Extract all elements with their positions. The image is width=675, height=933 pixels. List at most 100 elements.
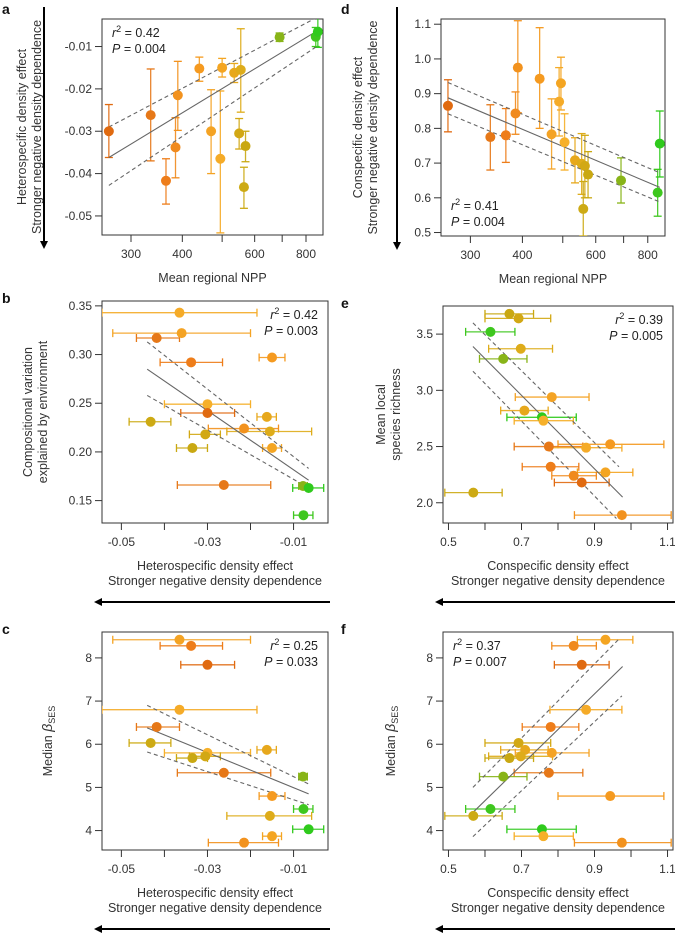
data-point bbox=[468, 810, 479, 821]
p-symbol: P bbox=[264, 655, 273, 669]
r-squared-value: = 0.39 bbox=[624, 313, 663, 327]
data-point bbox=[652, 187, 663, 198]
superscript-2: 2 bbox=[274, 306, 279, 316]
y-tick-label: 5 bbox=[85, 780, 92, 794]
y-tick-label: 0.35 bbox=[69, 299, 93, 313]
data-point bbox=[485, 326, 496, 337]
y-tick-label: 6 bbox=[426, 737, 433, 751]
p-value-label: P = 0.004 bbox=[451, 215, 505, 229]
data-point bbox=[186, 640, 197, 651]
data-point bbox=[654, 138, 665, 149]
data-point bbox=[202, 399, 213, 410]
p-value: = 0.033 bbox=[272, 655, 318, 669]
x-axis-label: Stronger negative density dependence bbox=[451, 574, 665, 588]
panel-a: a -0.01 -0.02 -0.03 -0.04 -0.05 300 400 600 800 Me… bbox=[2, 1, 324, 285]
data-point bbox=[298, 771, 309, 782]
x-tick-label: 300 bbox=[121, 247, 141, 261]
y-tick-label: 7 bbox=[85, 694, 92, 708]
data-point bbox=[568, 640, 579, 651]
x-tick-label: -0.05 bbox=[108, 535, 136, 549]
data-point bbox=[519, 405, 530, 416]
x-tick-label: 400 bbox=[172, 247, 192, 261]
x-tick-label: 600 bbox=[245, 247, 265, 261]
x-tick-label: 300 bbox=[460, 248, 480, 262]
y-tick-label: 7 bbox=[426, 694, 433, 708]
data-point bbox=[145, 416, 156, 427]
superscript-2: 2 bbox=[457, 637, 462, 647]
arrow-down-icon bbox=[40, 241, 48, 249]
x-axis-label: Conspecific density effect bbox=[487, 559, 629, 573]
arrow-left-icon bbox=[435, 925, 443, 933]
x-tick-label: 0.7 bbox=[513, 862, 530, 876]
data-point bbox=[534, 73, 545, 84]
plot-area bbox=[444, 308, 672, 521]
p-value-label: P = 0.004 bbox=[112, 42, 166, 56]
data-point bbox=[202, 659, 213, 670]
confidence-band-upper bbox=[472, 322, 620, 468]
p-symbol: P bbox=[609, 329, 618, 343]
y-tick-label: 8 bbox=[426, 651, 433, 665]
r-symbol: r bbox=[615, 313, 620, 327]
y-tick-label: 1.1 bbox=[414, 17, 431, 31]
superscript-2: 2 bbox=[619, 311, 624, 321]
r-squared-label: r2 = 0.41 bbox=[451, 197, 499, 213]
plot-frame bbox=[101, 300, 329, 524]
p-value-label: P = 0.003 bbox=[264, 324, 318, 338]
plot-area bbox=[442, 20, 665, 236]
data-point bbox=[261, 411, 272, 422]
data-point bbox=[238, 182, 249, 193]
data-point bbox=[267, 352, 278, 363]
y-tick-label: 0.25 bbox=[69, 396, 93, 410]
panel-letter: c bbox=[2, 621, 10, 637]
data-point bbox=[515, 751, 526, 762]
y-tick-label: 0.9 bbox=[414, 87, 431, 101]
y-axis-label: Stronger negative density dependence bbox=[30, 20, 44, 234]
y-tick-label: -0.03 bbox=[65, 124, 93, 138]
data-point bbox=[546, 392, 557, 403]
data-point bbox=[267, 831, 278, 842]
y-tick-label: 0.8 bbox=[414, 121, 431, 135]
r-squared-value: = 0.37 bbox=[462, 639, 501, 653]
data-point bbox=[442, 100, 453, 111]
panel-e: e 3.5 3.0 2.5 2.0 0.5 0.7 0.9 1.1 Conspecific den… bbox=[341, 295, 675, 606]
data-point bbox=[264, 810, 275, 821]
x-tick-label: -0.05 bbox=[108, 862, 136, 876]
superscript-2: 2 bbox=[455, 197, 460, 207]
panel-b: b 0.35 0.30 0.25 0.20 0.15 -0.05 -0.03 -0.01 Hete… bbox=[2, 290, 330, 606]
y-tick-label: 3.0 bbox=[416, 383, 433, 397]
data-point bbox=[194, 63, 205, 74]
x-tick-label: 0.5 bbox=[440, 862, 457, 876]
plot-area bbox=[103, 19, 323, 234]
data-point bbox=[170, 142, 181, 153]
data-point bbox=[515, 343, 526, 354]
data-point bbox=[267, 791, 278, 802]
data-point bbox=[616, 175, 627, 186]
data-point bbox=[145, 737, 156, 748]
x-axis-label: Conspecific density effect bbox=[487, 886, 629, 900]
y-tick-label: 4 bbox=[426, 824, 433, 838]
plot-frame bbox=[101, 631, 329, 851]
arrow-left-icon bbox=[94, 925, 102, 933]
data-point bbox=[545, 721, 556, 732]
data-point bbox=[187, 443, 198, 454]
data-point bbox=[176, 328, 187, 339]
data-point bbox=[145, 110, 156, 121]
panel-letter: b bbox=[2, 290, 11, 306]
confidence-band-lower bbox=[147, 751, 309, 806]
y-tick-label: 3.5 bbox=[416, 327, 433, 341]
ses-subscript: SES bbox=[47, 706, 57, 724]
x-tick-label: -0.01 bbox=[280, 535, 308, 549]
p-value-label: P = 0.007 bbox=[453, 655, 507, 669]
r-symbol: r bbox=[270, 639, 275, 653]
p-value: = 0.003 bbox=[272, 324, 318, 338]
x-axis-label: Mean regional NPP bbox=[499, 272, 607, 286]
data-point bbox=[217, 62, 228, 73]
y-axis-label: Compositional variation bbox=[21, 347, 35, 477]
y-tick-label: 6 bbox=[85, 737, 92, 751]
x-tick-label: -0.01 bbox=[280, 862, 308, 876]
data-point bbox=[298, 803, 309, 814]
plot-area bbox=[102, 634, 325, 848]
regression-line bbox=[146, 727, 309, 795]
x-axis-label: Stronger negative density dependence bbox=[108, 901, 322, 915]
data-point bbox=[605, 791, 616, 802]
